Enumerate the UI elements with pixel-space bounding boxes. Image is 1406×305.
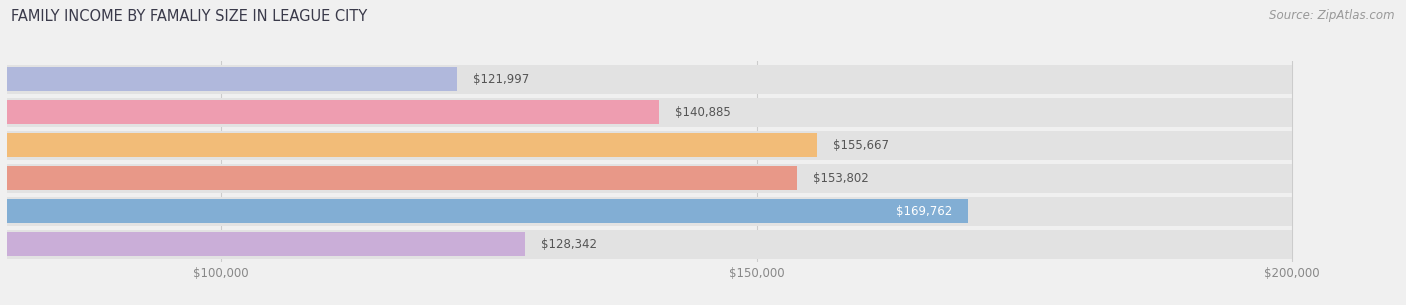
Bar	[0, 199, 969, 223]
Text: $140,885: $140,885	[675, 106, 731, 119]
Bar	[0, 98, 1292, 127]
Text: Source: ZipAtlas.com: Source: ZipAtlas.com	[1270, 9, 1395, 22]
Text: $155,667: $155,667	[834, 139, 889, 152]
Text: $128,342: $128,342	[541, 238, 596, 251]
Bar	[0, 100, 659, 124]
Text: $169,762: $169,762	[896, 205, 952, 218]
Bar	[0, 197, 1292, 226]
Bar	[0, 163, 1292, 193]
Text: $121,997: $121,997	[472, 73, 529, 86]
Text: FAMILY INCOME BY FAMALIY SIZE IN LEAGUE CITY: FAMILY INCOME BY FAMALIY SIZE IN LEAGUE …	[11, 9, 367, 24]
Text: $153,802: $153,802	[813, 172, 869, 185]
Bar	[0, 166, 797, 190]
Bar	[0, 133, 817, 157]
Bar	[0, 230, 1292, 259]
Bar	[0, 232, 524, 256]
Bar	[0, 65, 1292, 94]
Bar	[0, 131, 1292, 160]
Bar	[0, 67, 457, 91]
